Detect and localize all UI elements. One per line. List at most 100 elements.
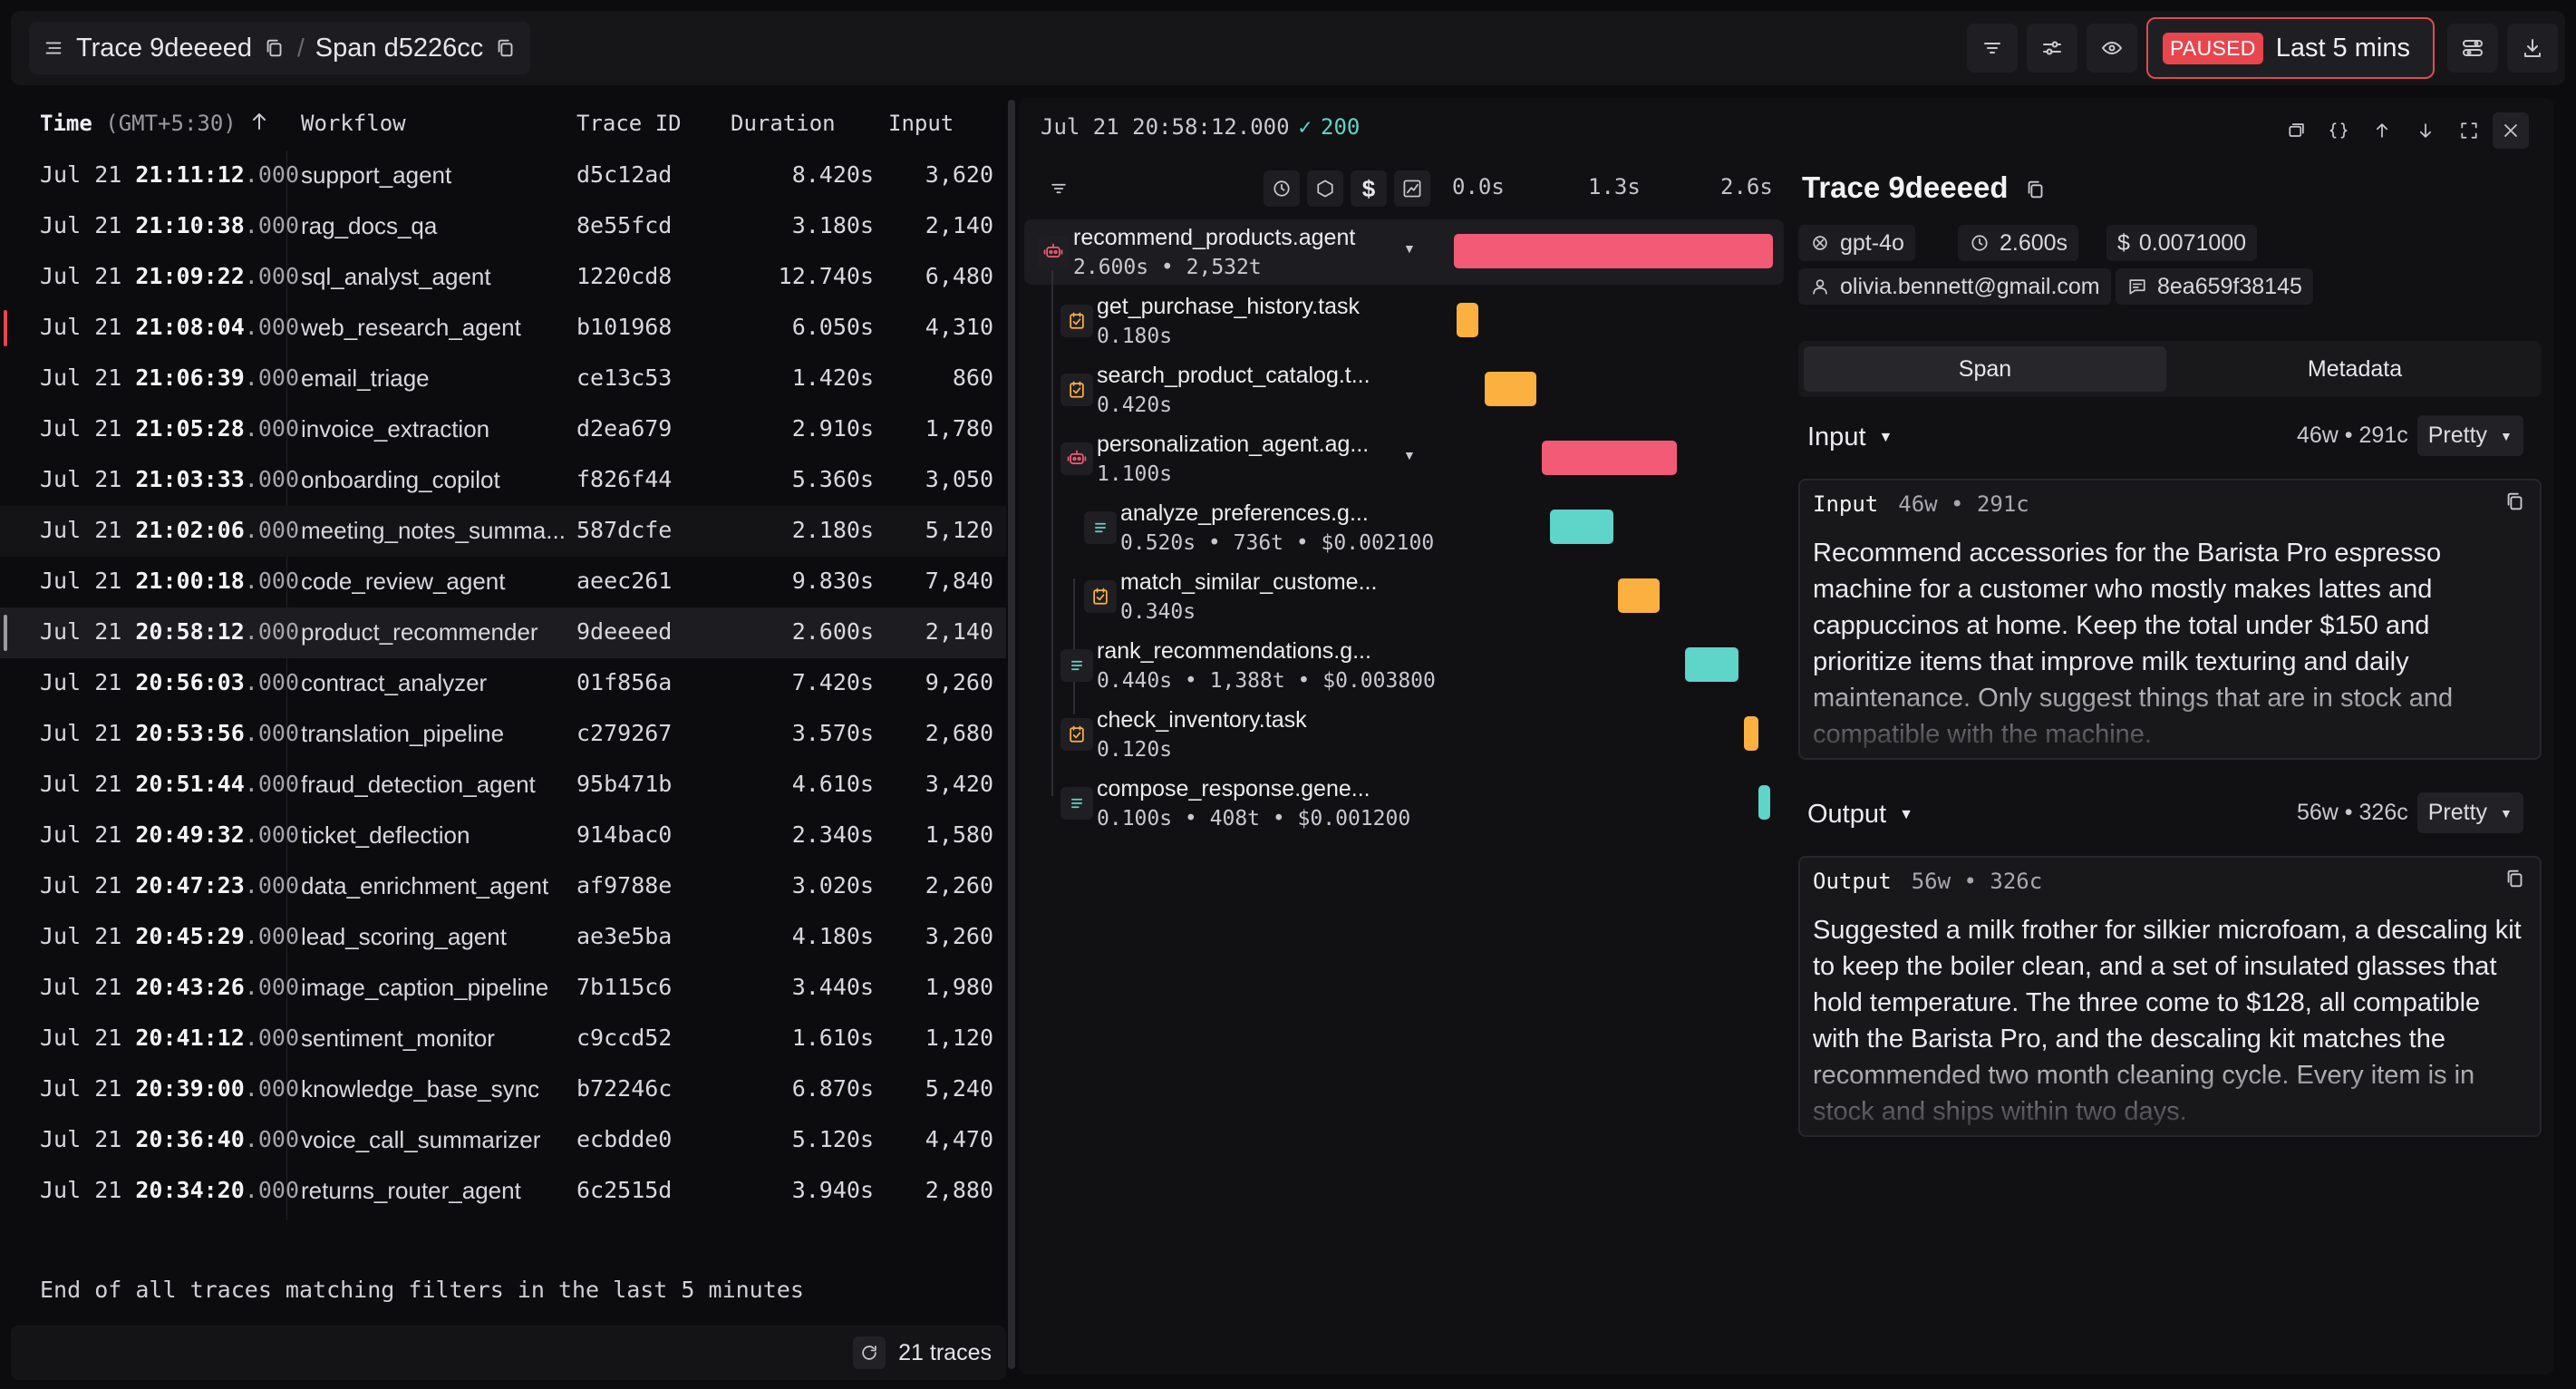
toggles-icon bbox=[2460, 35, 2485, 61]
span-row[interactable]: search_product_catalog.t... 0.420s bbox=[1019, 363, 1780, 426]
trace-breadcrumb[interactable]: Trace 9deeeed bbox=[76, 33, 253, 63]
table-row[interactable]: Jul 21 20:58:12.000 product_recommender 9d… bbox=[0, 607, 1006, 658]
span-bar[interactable] bbox=[1484, 372, 1536, 406]
list-scrollbar[interactable] bbox=[1008, 100, 1015, 1369]
sort-ascending-icon[interactable] bbox=[247, 109, 272, 134]
generation-icon bbox=[1060, 787, 1093, 820]
table-row[interactable]: Jul 21 21:06:39.000 email_triage ce13c53 1.… bbox=[0, 354, 1006, 404]
row-input: 6,480 bbox=[925, 263, 993, 289]
table-row[interactable]: Jul 21 20:51:44.000 fraud_detection_agent… bbox=[0, 760, 1006, 811]
span-bar[interactable] bbox=[1618, 578, 1661, 613]
span-row[interactable]: personalization_agent.ag... 1.100s ▼ bbox=[1019, 432, 1780, 495]
show-tokens-toggle[interactable] bbox=[1307, 170, 1343, 207]
output-section-toggle[interactable]: Output ▼ bbox=[1807, 800, 1913, 829]
copy-icon[interactable] bbox=[2503, 867, 2527, 890]
session-chip[interactable]: 8ea659f38145 bbox=[2116, 268, 2313, 305]
row-input: 1,120 bbox=[925, 1025, 993, 1051]
display-settings-button[interactable] bbox=[2027, 24, 2077, 73]
breadcrumb-separator: / bbox=[297, 34, 305, 62]
table-row[interactable]: Jul 21 20:45:29.000 lead_scoring_agent ae3… bbox=[0, 912, 1006, 963]
row-time: Jul 21 20:53:56.000 bbox=[40, 720, 300, 746]
span-breadcrumb[interactable]: Span d5226cc bbox=[315, 33, 484, 63]
sidebar-toggle-icon[interactable] bbox=[42, 36, 65, 60]
download-button[interactable] bbox=[2507, 24, 2558, 73]
open-in-new-button[interactable] bbox=[2279, 112, 2315, 149]
fullscreen-button[interactable] bbox=[2451, 112, 2487, 149]
filter-button[interactable] bbox=[1967, 24, 2018, 73]
tab-metadata[interactable]: Metadata bbox=[2307, 355, 2403, 382]
row-workflow: voice_call_summarizer bbox=[301, 1126, 541, 1153]
table-row[interactable]: Jul 21 20:53:56.000 translation_pipeline c… bbox=[0, 709, 1006, 760]
column-header-input[interactable]: Input bbox=[888, 111, 954, 136]
copy-icon[interactable] bbox=[2024, 178, 2048, 201]
show-cost-toggle[interactable]: $ bbox=[1351, 170, 1387, 207]
input-format-select[interactable]: Pretty ▼ bbox=[2416, 415, 2523, 456]
table-row[interactable]: Jul 21 20:43:26.000 image_caption_pipelin… bbox=[0, 963, 1006, 1014]
table-row[interactable]: Jul 21 20:49:32.000 ticket_deflection 914b… bbox=[0, 811, 1006, 861]
copy-icon[interactable] bbox=[263, 36, 286, 60]
table-row[interactable]: Jul 21 20:39:00.000 knowledge_base_sync b7… bbox=[0, 1064, 1006, 1115]
span-bar[interactable] bbox=[1684, 647, 1739, 682]
tree-filter-button[interactable] bbox=[1041, 170, 1077, 207]
column-header-time[interactable]: Time (GMT+5:30) bbox=[40, 111, 237, 136]
show-duration-toggle[interactable] bbox=[1264, 170, 1300, 207]
caret-down-icon: ▼ bbox=[1899, 806, 1913, 822]
span-row[interactable]: analyze_preferences.g... 0.520s • 736t • … bbox=[1019, 500, 1780, 564]
span-bar[interactable] bbox=[1743, 716, 1758, 751]
span-row[interactable]: check_inventory.task 0.120s bbox=[1019, 707, 1780, 771]
span-bar[interactable] bbox=[1454, 234, 1773, 268]
copy-icon[interactable] bbox=[2503, 490, 2527, 513]
table-row[interactable]: Jul 21 20:36:40.000 voice_call_summarizer… bbox=[0, 1115, 1006, 1166]
span-bar[interactable] bbox=[1549, 510, 1613, 544]
column-header-duration[interactable]: Duration bbox=[731, 111, 836, 136]
table-row[interactable]: Jul 21 21:10:38.000 rag_docs_qa 8e55fcd 3.1… bbox=[0, 201, 1006, 252]
refresh-icon[interactable] bbox=[853, 1336, 886, 1369]
row-duration: 1.420s bbox=[791, 364, 874, 391]
layout-settings-button[interactable] bbox=[2447, 24, 2498, 73]
copy-icon[interactable] bbox=[494, 36, 518, 60]
row-input: 2,260 bbox=[925, 872, 993, 898]
next-trace-button[interactable] bbox=[2407, 112, 2444, 149]
row-workflow: sentiment_monitor bbox=[301, 1025, 495, 1052]
table-row[interactable]: Jul 21 21:09:22.000 sql_analyst_agent 1220… bbox=[0, 252, 1006, 303]
table-row[interactable]: Jul 21 21:05:28.000 invoice_extraction d2e… bbox=[0, 404, 1006, 455]
row-workflow: lead_scoring_agent bbox=[301, 923, 507, 950]
previous-trace-button[interactable] bbox=[2364, 112, 2400, 149]
table-row[interactable]: Jul 21 20:47:23.000 data_enrichment_agent… bbox=[0, 861, 1006, 912]
table-row[interactable]: Jul 21 21:08:04.000 web_research_agent b10… bbox=[0, 303, 1006, 354]
table-row[interactable]: Jul 21 20:41:12.000 sentiment_monitor c9cc… bbox=[0, 1014, 1006, 1064]
close-panel-button[interactable] bbox=[2493, 112, 2529, 149]
timeline-toggle[interactable] bbox=[1394, 170, 1430, 207]
view-json-button[interactable] bbox=[2320, 112, 2357, 149]
table-row[interactable]: Jul 21 21:11:12.000 support_agent d5c12ad 8… bbox=[0, 151, 1006, 201]
row-workflow: contract_analyzer bbox=[301, 669, 488, 696]
table-row[interactable]: Jul 21 21:02:06.000 meeting_notes_summa..… bbox=[0, 506, 1006, 557]
span-bar[interactable] bbox=[1758, 785, 1771, 820]
row-time: Jul 21 21:05:28.000 bbox=[40, 415, 300, 442]
tab-span[interactable]: Span bbox=[1804, 346, 2166, 392]
span-row[interactable]: match_similar_custome... 0.340s bbox=[1019, 569, 1780, 633]
row-trace-id: ce13c53 bbox=[576, 364, 673, 391]
span-row[interactable]: get_purchase_history.task 0.180s bbox=[1019, 294, 1780, 357]
table-row[interactable]: Jul 21 20:34:20.000 returns_router_agent 6… bbox=[0, 1166, 1006, 1217]
table-row[interactable]: Jul 21 21:00:18.000 code_review_agent aeec… bbox=[0, 557, 1006, 607]
column-header-workflow[interactable]: Workflow bbox=[301, 111, 406, 136]
user-chip[interactable]: olivia.bennett@gmail.com bbox=[1798, 268, 2111, 305]
span-meta: 0.520s • 736t • $0.002100 bbox=[1120, 531, 1435, 555]
span-bar[interactable] bbox=[1456, 303, 1479, 337]
span-row[interactable]: compose_response.gene... 0.100s • 408t • … bbox=[1019, 776, 1780, 840]
span-bar[interactable] bbox=[1542, 441, 1678, 475]
visibility-button[interactable] bbox=[2087, 24, 2137, 73]
table-row[interactable]: Jul 21 21:03:33.000 onboarding_copilot f82… bbox=[0, 455, 1006, 506]
output-format-select[interactable]: Pretty ▼ bbox=[2416, 792, 2523, 833]
column-header-trace-id[interactable]: Trace ID bbox=[576, 111, 682, 136]
live-status-toggle[interactable]: PAUSED Last 5 mins bbox=[2146, 17, 2435, 79]
input-section-toggle[interactable]: Input ▼ bbox=[1807, 423, 1893, 452]
span-row[interactable]: rank_recommendations.g... 0.440s • 1,388t… bbox=[1019, 638, 1780, 702]
end-of-results-message: End of all traces matching filters in th… bbox=[40, 1277, 804, 1303]
span-meta: 0.100s • 408t • $0.001200 bbox=[1097, 807, 1411, 830]
collapse-caret-icon[interactable]: ▼ bbox=[1403, 241, 1416, 256]
table-row[interactable]: Jul 21 20:56:03.000 contract_analyzer 01f8… bbox=[0, 658, 1006, 709]
span-row[interactable]: recommend_products.agent 2.600s • 2,532t ▼ bbox=[1019, 225, 1780, 288]
collapse-caret-icon[interactable]: ▼ bbox=[1403, 448, 1416, 462]
